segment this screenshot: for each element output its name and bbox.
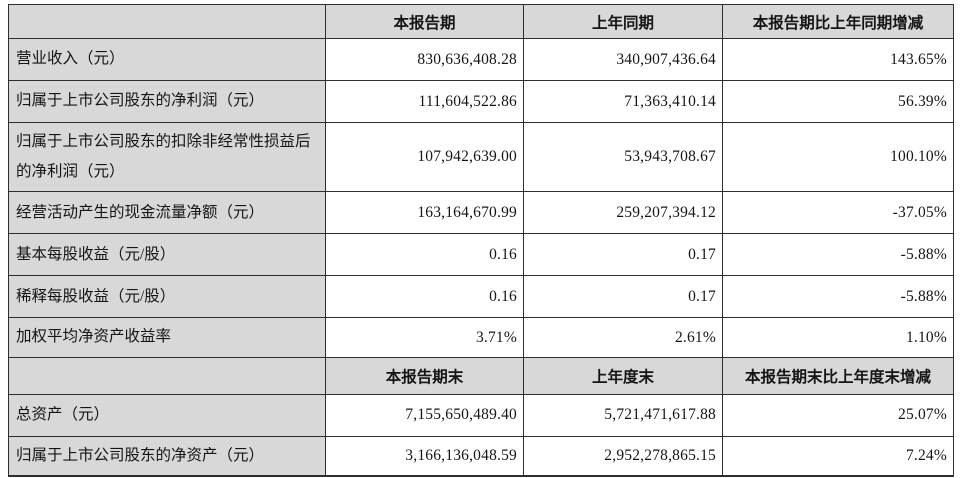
header-row-period: 本报告期 上年同期 本报告期比上年同期增减 — [8, 4, 954, 39]
header-row-end-of-period: 本报告期末 上年度末 本报告期末比上年度末增减 — [8, 356, 954, 395]
value-prior: 53,943,708.67 — [523, 121, 723, 193]
value-current: 163,164,670.99 — [325, 191, 524, 235]
value-current: 111,604,522.86 — [325, 80, 524, 123]
table-row-net-assets: 归属于上市公司股东的净资产（元） 3,166,136,048.59 2,952,… — [8, 435, 954, 477]
value-current: 3,166,136,048.59 — [325, 435, 524, 477]
header-prior-period: 上年同期 — [523, 4, 723, 39]
table-row-net-profit: 归属于上市公司股东的净利润（元） 111,604,522.86 71,363,4… — [8, 80, 954, 123]
value-change: 143.65% — [722, 38, 954, 81]
value-change: 7.24% — [722, 435, 954, 477]
value-current: 830,636,408.28 — [325, 38, 524, 81]
financial-report-page: 本报告期 上年同期 本报告期比上年同期增减 营业收入（元） 830,636,40… — [8, 4, 954, 478]
value-prior: 0.17 — [523, 233, 723, 277]
table-row-total-assets: 总资产（元） 7,155,650,489.40 5,721,471,617.88… — [8, 393, 954, 437]
header-blank-cell — [8, 356, 326, 395]
value-current: 107,942,639.00 — [325, 121, 524, 193]
value-change: 1.10% — [722, 317, 954, 358]
row-label: 归属于上市公司股东的净利润（元） — [8, 80, 326, 123]
value-change: -37.05% — [722, 191, 954, 235]
header-current-period: 本报告期 — [325, 4, 524, 39]
row-label: 经营活动产生的现金流量净额（元） — [8, 191, 326, 235]
value-prior: 340,907,436.64 — [523, 38, 723, 81]
value-current: 0.16 — [325, 275, 524, 319]
value-change: -5.88% — [722, 233, 954, 277]
row-label: 稀释每股收益（元/股） — [8, 275, 326, 319]
value-current: 0.16 — [325, 233, 524, 277]
table-row-revenue: 营业收入（元） 830,636,408.28 340,907,436.64 14… — [8, 38, 954, 81]
header-prior-year-end: 上年度末 — [523, 356, 723, 395]
header-blank-cell — [8, 4, 326, 39]
value-prior: 259,207,394.12 — [523, 191, 723, 235]
header-period-change: 本报告期比上年同期增减 — [722, 4, 954, 39]
value-prior: 71,363,410.14 — [523, 80, 723, 123]
table-row-diluted-eps: 稀释每股收益（元/股） 0.16 0.17 -5.88% — [8, 275, 954, 319]
row-label: 归属于上市公司股东的净资产（元） — [8, 435, 326, 477]
value-change: 25.07% — [722, 393, 954, 437]
financial-summary-table: 本报告期 上年同期 本报告期比上年同期增减 营业收入（元） 830,636,40… — [8, 4, 954, 478]
row-label: 加权平均净资产收益率 — [8, 317, 326, 358]
table-row-operating-cash-flow: 经营活动产生的现金流量净额（元） 163,164,670.99 259,207,… — [8, 191, 954, 235]
value-current: 7,155,650,489.40 — [325, 393, 524, 437]
row-label: 总资产（元） — [8, 393, 326, 437]
value-change: -5.88% — [722, 275, 954, 319]
row-label: 基本每股收益（元/股） — [8, 233, 326, 277]
value-prior: 0.17 — [523, 275, 723, 319]
table-row-basic-eps: 基本每股收益（元/股） 0.16 0.17 -5.88% — [8, 233, 954, 277]
header-eop-change: 本报告期末比上年度末增减 — [722, 356, 954, 395]
value-change: 56.39% — [722, 80, 954, 123]
table-row-weighted-avg-roe: 加权平均净资产收益率 3.71% 2.61% 1.10% — [8, 317, 954, 358]
value-prior: 2,952,278,865.15 — [523, 435, 723, 477]
row-label: 营业收入（元） — [8, 38, 326, 81]
table-row-net-profit-excl-nonrecurring: 归属于上市公司股东的扣除非经常性损益后的净利润（元） 107,942,639.0… — [8, 121, 954, 193]
value-prior: 5,721,471,617.88 — [523, 393, 723, 437]
value-current: 3.71% — [325, 317, 524, 358]
value-prior: 2.61% — [523, 317, 723, 358]
value-change: 100.10% — [722, 121, 954, 193]
header-current-eop: 本报告期末 — [325, 356, 524, 395]
row-label: 归属于上市公司股东的扣除非经常性损益后的净利润（元） — [8, 121, 326, 193]
